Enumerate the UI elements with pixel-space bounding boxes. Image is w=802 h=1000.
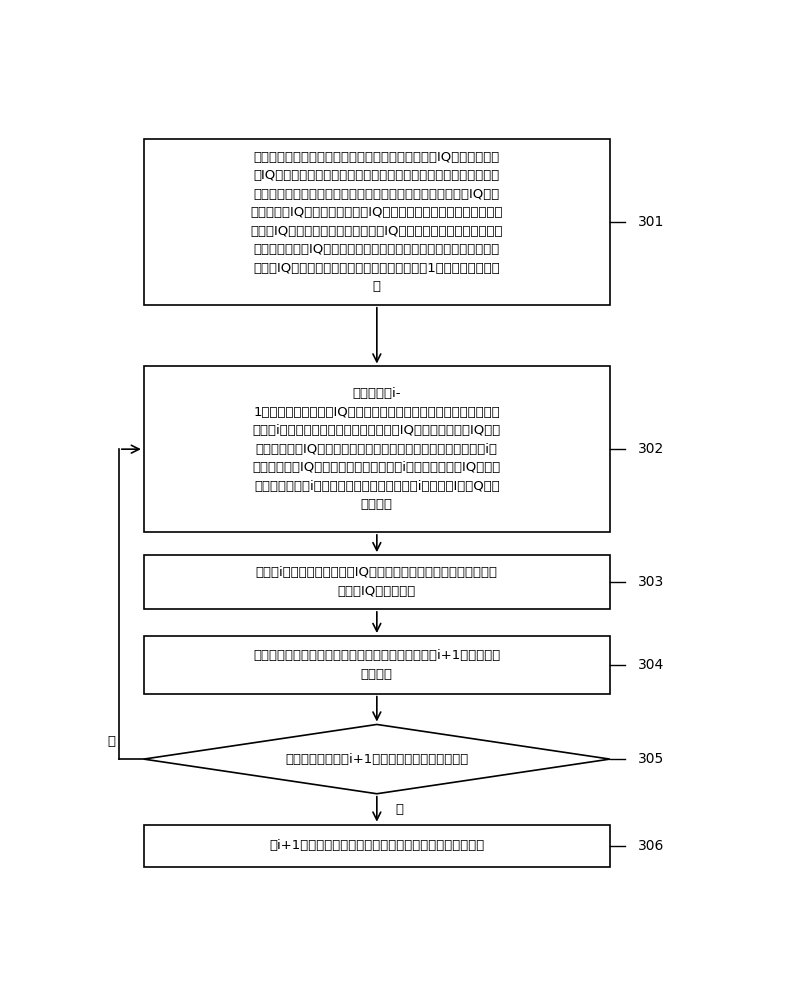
Bar	[144, 139, 610, 305]
Text: 根据利用第i-
1次迭代确定的接收端IQ不平衡参数校正后的训练序列中的接收信号
以及第i次迭代的频偏估计值利用在接收端IQ不平衡和发送端IQ不平
衡下的接收端I: 根据利用第i- 1次迭代确定的接收端IQ不平衡参数校正后的训练序列中的接收信号 …	[253, 387, 501, 511]
Text: 302: 302	[638, 442, 664, 456]
Text: 利用第i次迭代确定的接收端IQ不平衡校正参数对所述训练序列进行
接收端IQ不平衡校正: 利用第i次迭代确定的接收端IQ不平衡校正参数对所述训练序列进行 接收端IQ不平衡…	[256, 566, 498, 598]
Text: 利用常规的频偏估计算法确定校正后的训练序列的第i+1次迭代的频
偏估计值: 利用常规的频偏估计算法确定校正后的训练序列的第i+1次迭代的频 偏估计值	[253, 649, 500, 681]
Text: 305: 305	[638, 752, 664, 766]
Text: 306: 306	[638, 839, 664, 853]
Bar	[144, 555, 610, 609]
Text: 否: 否	[107, 735, 115, 748]
Polygon shape	[144, 724, 610, 794]
Bar	[144, 825, 610, 867]
Bar	[144, 636, 610, 694]
Text: 判断所述迭代次数i+1是否达到预设最大迭代次数: 判断所述迭代次数i+1是否达到预设最大迭代次数	[286, 753, 468, 766]
Text: 是: 是	[395, 803, 403, 816]
Bar	[144, 366, 610, 532]
Text: 301: 301	[638, 215, 664, 229]
Text: 根据解调后的训练序列中的接收信号利用存在接收端IQ不平衡和发送
端IQ不平衡下的频偏估计算法确定所述训练序列的初始频偏估计值，
利用所接收的训练序列以及所述初始: 根据解调后的训练序列中的接收信号利用存在接收端IQ不平衡和发送 端IQ不平衡下的…	[250, 151, 503, 293]
Text: 303: 303	[638, 575, 664, 589]
Text: 304: 304	[638, 658, 664, 672]
Text: 第i+1次迭代的频偏估计值即为所述训练序列的频偏估计值: 第i+1次迭代的频偏估计值即为所述训练序列的频偏估计值	[269, 839, 484, 852]
